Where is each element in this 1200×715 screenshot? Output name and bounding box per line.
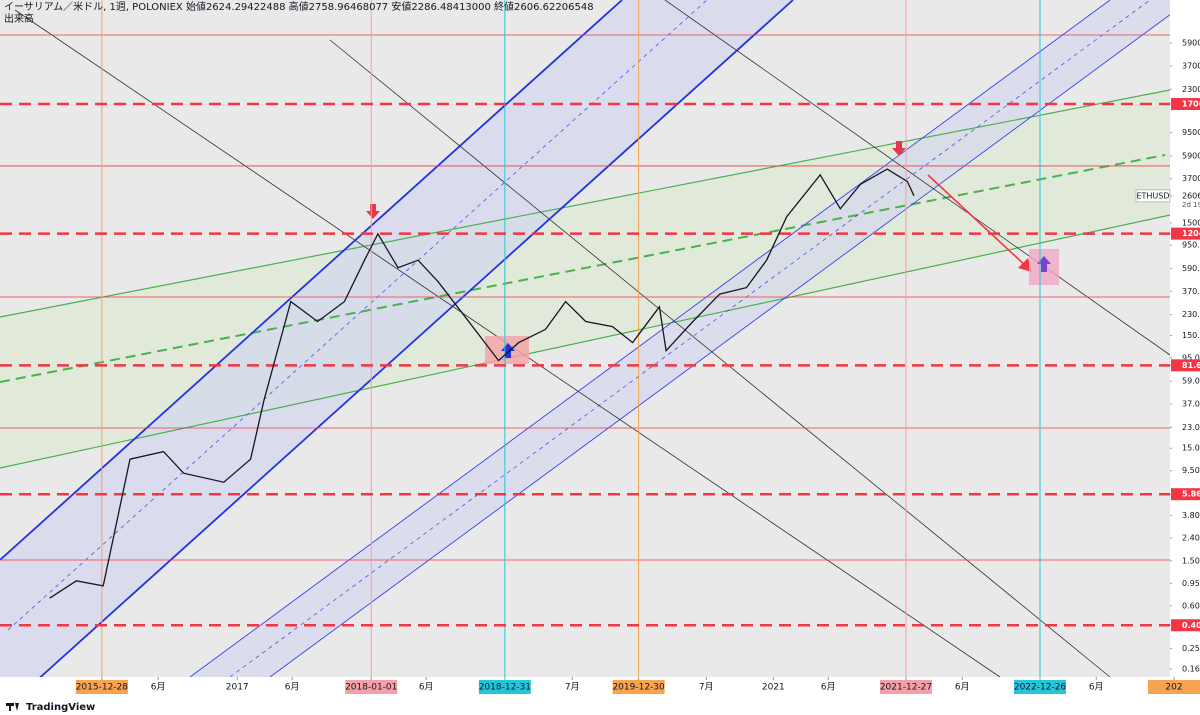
chart-title: イーサリアム／米ドル, 1週, POLONIEX 始値2624.29422488…: [4, 0, 594, 13]
red-arrow-head: [1018, 258, 1032, 272]
y-tick-label: 230.00: [1182, 310, 1200, 319]
volume-label: 出来高: [4, 12, 34, 25]
x-tick-label: 2015-12-28: [76, 683, 129, 693]
red-arrow-line: [927, 174, 1029, 269]
y-tick-label: 370.00: [1182, 287, 1200, 296]
green-line: [0, 89, 1171, 318]
x-tick-label: 2021-12-27: [880, 683, 932, 693]
symbol-tag: [1135, 189, 1171, 203]
y-tick-label: 3700: [1182, 174, 1200, 183]
x-label-highlight: [1148, 680, 1200, 694]
x-axis-background: [0, 677, 1200, 715]
blue-line: [189, 0, 1111, 678]
x-tick-label: 6月: [821, 682, 836, 693]
y-tick-label: 5900: [1182, 151, 1200, 160]
y-tick-label: 0.403: [1182, 621, 1200, 630]
x-label-highlight: [612, 680, 665, 694]
blue-channel-fill: [0, 0, 793, 700]
y-tick-label: 17009: [1182, 100, 1200, 109]
x-tick-label: 202: [1165, 683, 1182, 693]
x-tick-label: 6月: [151, 682, 166, 693]
blue-mid-line: [229, 0, 1151, 678]
y-tick-label: 59000: [1182, 39, 1200, 48]
x-tick-label: 7月: [565, 682, 580, 693]
x-label-highlight: [478, 680, 531, 694]
y-label-highlight: [1171, 488, 1200, 501]
y-tick-label: 0.250: [1182, 644, 1200, 653]
brand-logo: [6, 703, 19, 711]
y-tick-label: 3.800: [1182, 511, 1200, 520]
x-tick-label: 7月: [699, 682, 714, 693]
x-tick-label: 6月: [285, 682, 300, 693]
y-tick-label: 2.400: [1182, 533, 1200, 542]
y-tick-label: 150.00: [1182, 331, 1200, 340]
drawings: [0, 0, 1191, 701]
y-label-highlight: [1171, 227, 1200, 240]
y-tick-label: 81.61: [1182, 361, 1200, 370]
down-arrow: [892, 141, 906, 156]
y-tick-label: 2606.: [1182, 191, 1200, 200]
x-label-highlight: [75, 680, 128, 694]
x-tick-label: 2018-12-31: [479, 683, 531, 693]
y-tick-label: 37000: [1182, 61, 1200, 70]
x-tick-label: 6月: [419, 682, 434, 693]
x-tick-label: 6月: [1089, 682, 1104, 693]
y-tick-label: 59.00: [1182, 377, 1200, 386]
x-tick-label: 2018-01-01: [345, 683, 397, 693]
x-tick-label: 2019-12-30: [612, 683, 665, 693]
y-tick-label: 23000: [1182, 85, 1200, 94]
y-tick-label: 5.865: [1182, 490, 1200, 499]
y-label-highlight: [1171, 359, 1200, 372]
y-tick-label: 590.00: [1182, 264, 1200, 273]
y-tick-label: 950.00: [1182, 241, 1200, 250]
y-tick-label: 1204.: [1182, 229, 1200, 238]
down-arrow: [366, 204, 380, 219]
blue-line: [0, 0, 623, 561]
y-tick-label: 95.00: [1182, 353, 1200, 362]
countdown: 2d 19: [1182, 201, 1200, 209]
symbol-tag-label: ETHUSD: [1136, 191, 1169, 200]
y-label-highlight: [1171, 619, 1200, 632]
y-axis-background: [1170, 0, 1200, 677]
black-line: [664, 0, 1171, 356]
brand: TradingView: [26, 702, 95, 713]
x-label-highlight: [1014, 680, 1066, 694]
price-line: [49, 168, 915, 599]
x-tick-label: 2017: [226, 683, 249, 693]
x-label-highlight: [345, 680, 398, 694]
x-tick-label: 6月: [955, 682, 970, 693]
x-tick-label: 2022-12-26: [1014, 683, 1067, 693]
y-tick-label: 15.000: [1182, 444, 1200, 453]
y-tick-label: 0.950: [1182, 579, 1200, 588]
y-tick-label: 1.500: [1182, 556, 1200, 565]
blue-line: [14, 0, 794, 701]
x-tick-label: 2021: [762, 683, 785, 693]
green-mid-line: [0, 154, 1166, 383]
y-tick-label: 9500: [1182, 128, 1200, 137]
black-line: [329, 39, 1111, 678]
y-label-highlight: [1171, 98, 1200, 111]
x-label-highlight: [879, 680, 932, 694]
up-arrow: [501, 343, 515, 358]
y-tick-label: 9.500: [1182, 466, 1200, 475]
y-tick-label: 0.165: [1182, 664, 1200, 673]
y-tick-label: 1500: [1182, 218, 1200, 227]
y-tick-label: 0.600: [1182, 601, 1200, 610]
y-tick-label: 23.000: [1182, 423, 1200, 432]
y-tick-label: 37.000: [1182, 400, 1200, 409]
green-line: [0, 214, 1171, 469]
blue-line: [269, 0, 1191, 678]
